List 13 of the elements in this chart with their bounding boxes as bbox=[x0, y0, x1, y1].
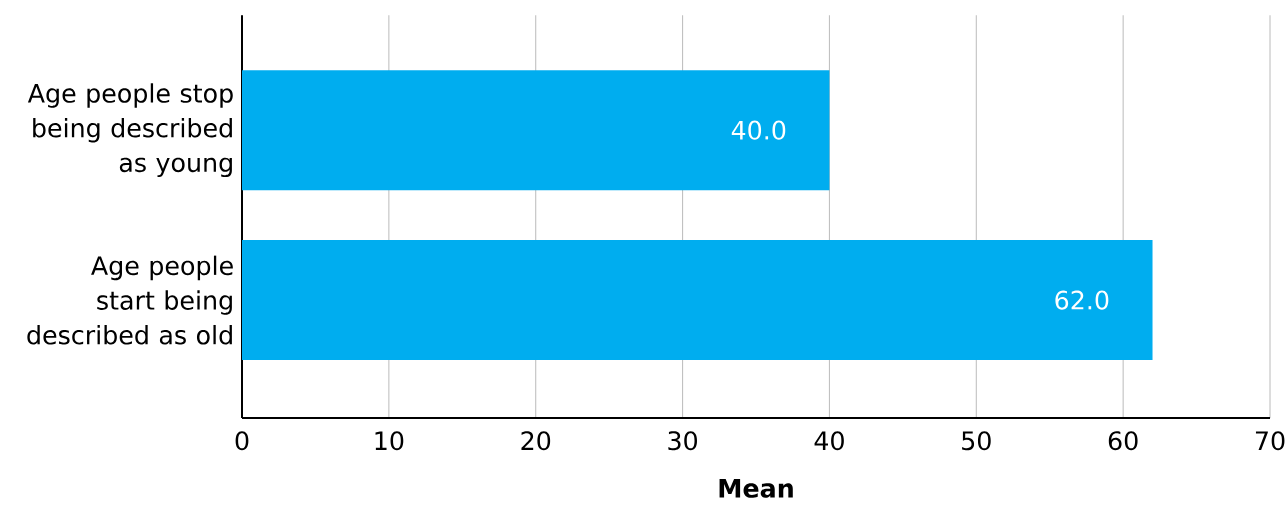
x-tick-label: 60 bbox=[1108, 431, 1138, 451]
data-label: 40.0 bbox=[731, 120, 786, 140]
x-tick-label: 40 bbox=[814, 431, 844, 451]
x-tick-label: 70 bbox=[1255, 431, 1285, 451]
y-tick-label: Age people stop being described as young bbox=[27, 83, 233, 178]
x-tick-label: 20 bbox=[521, 431, 551, 451]
x-tick-label: 0 bbox=[235, 431, 249, 451]
x-tick-label: 10 bbox=[375, 431, 404, 451]
x-tick-label: 50 bbox=[962, 431, 991, 451]
data-label: 62.0 bbox=[1055, 290, 1109, 310]
x-tick-label: 30 bbox=[668, 431, 697, 451]
y-tick-label: Age people start being described as old bbox=[27, 255, 233, 345]
x-axis-title: Mean bbox=[719, 479, 793, 498]
